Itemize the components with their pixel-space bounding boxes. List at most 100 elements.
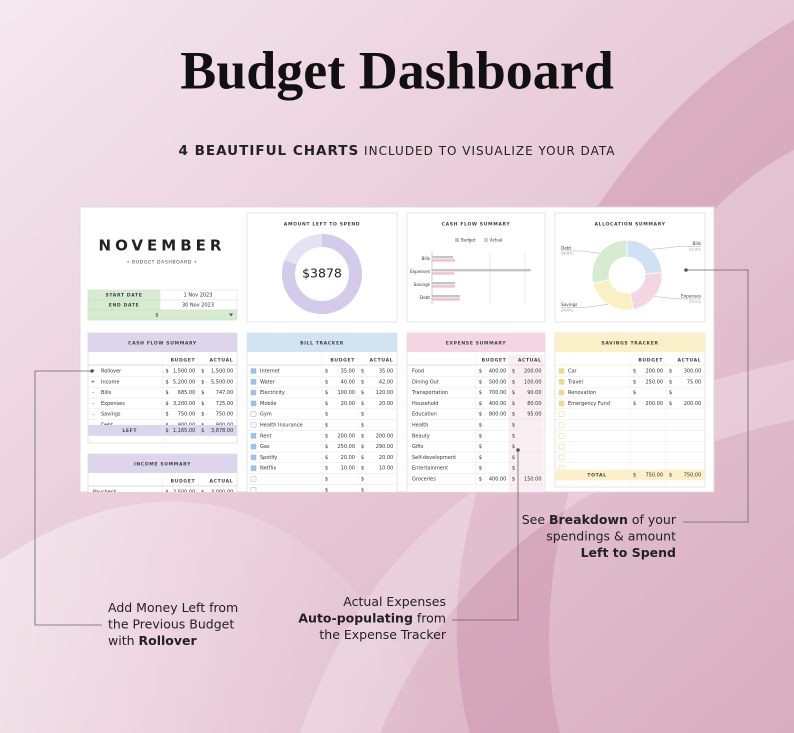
currency: $ (325, 487, 328, 493)
actual-value: 150.00 (524, 477, 542, 483)
row-label: Water (260, 379, 276, 385)
pie-slice (591, 239, 628, 284)
currency: $ (479, 433, 482, 439)
budget-value: 100.00 (338, 390, 356, 396)
actual-value: 75.00 (687, 379, 701, 385)
checkbox[interactable] (250, 411, 257, 418)
currency: $ (669, 379, 672, 385)
row-label: Beauty (412, 433, 430, 439)
actual-value: 20.00 (379, 401, 393, 407)
column-header: ACTUAL (518, 358, 542, 364)
category-label: Bills (421, 256, 430, 261)
bar (432, 298, 460, 301)
currency: $ (325, 455, 328, 461)
leader-line (561, 250, 600, 254)
bar (432, 282, 456, 285)
actual-value: 90.00 (527, 390, 541, 396)
budget-value: 20.00 (341, 455, 355, 461)
checkbox[interactable] (558, 422, 565, 428)
checkbox[interactable] (558, 443, 565, 450)
checkbox[interactable] (558, 400, 565, 407)
total-actual: 750.00 (684, 473, 702, 479)
table-title-bar (555, 333, 705, 352)
row-label: Entertainment (412, 466, 448, 472)
annotation-text: Breakdown (549, 512, 628, 527)
checkbox[interactable] (250, 389, 257, 396)
legend-label: Budget (461, 237, 476, 242)
row-label: Car (568, 369, 578, 375)
annotation-line: Add Money Left from (108, 600, 238, 615)
table-title-bar (88, 454, 237, 473)
currency: $ (479, 401, 482, 407)
total-actual: 3,878.00 (211, 428, 233, 434)
currency: $ (361, 466, 364, 472)
checkbox[interactable] (558, 378, 565, 385)
actual-value: 35.00 (379, 369, 393, 375)
checkbox[interactable] (250, 476, 257, 482)
card-title: AMOUNT LEFT TO SPEND (284, 222, 360, 228)
checkbox[interactable] (250, 400, 257, 407)
currency: $ (633, 379, 636, 385)
leader-line (561, 304, 608, 308)
currency: $ (361, 379, 364, 385)
currency: $ (633, 401, 636, 407)
bar (432, 285, 456, 288)
row-label: Travel (567, 379, 583, 385)
row-label: Rollover (101, 369, 122, 375)
annotation-text: with (108, 633, 139, 648)
row-label: Groceries (412, 477, 436, 483)
currency: $ (512, 401, 515, 407)
connector-dots (90, 268, 688, 452)
checkbox[interactable] (250, 432, 257, 439)
currency: $ (479, 466, 482, 472)
currency: $ (201, 379, 204, 385)
currency: $ (201, 401, 204, 407)
leader-line (650, 246, 701, 250)
currency: $ (201, 412, 204, 418)
page-title: Budget Dashboard (180, 40, 614, 100)
currency: $ (633, 369, 636, 375)
currency-value: $ (155, 313, 158, 319)
slice-value: 28.8% (561, 251, 573, 256)
currency: $ (361, 477, 364, 483)
currency: $ (512, 433, 515, 439)
table-title: INCOME SUMMARY (134, 462, 191, 468)
checkbox[interactable] (250, 378, 257, 385)
month: NOVEMBER (99, 237, 226, 255)
checkbox[interactable] (250, 443, 257, 450)
row-label: Income (101, 379, 119, 385)
checkbox[interactable] (558, 454, 565, 461)
column-header: ACTUAL (210, 479, 234, 485)
checkbox[interactable] (558, 368, 565, 374)
actual-value: 5,500.00 (211, 379, 233, 385)
actual-value: 120.00 (376, 390, 394, 396)
checkbox[interactable] (558, 389, 565, 396)
checkbox[interactable] (250, 422, 257, 428)
annotation-line: See Breakdown of your (522, 512, 677, 527)
actual-value: 10.00 (379, 466, 393, 472)
table-title: BILL TRACKER (300, 341, 344, 347)
currency: $ (512, 390, 515, 396)
actual-value: 750.00 (216, 412, 234, 418)
budget-value: 1,500.00 (173, 369, 195, 375)
checkbox[interactable] (558, 411, 565, 418)
row-label: Gas (260, 444, 270, 450)
actual-value: 1,500.00 (211, 369, 233, 375)
budget-value: 685.00 (178, 390, 196, 396)
currency-select[interactable] (87, 309, 238, 321)
checkbox[interactable] (250, 368, 257, 374)
checkbox[interactable] (250, 487, 257, 492)
row-label: Health Insurance (260, 423, 303, 429)
bar (432, 256, 454, 259)
checkbox[interactable] (250, 454, 257, 461)
annotation-text: the Expense Tracker (319, 627, 446, 642)
checkbox[interactable] (250, 465, 257, 472)
budget-value: 250.00 (646, 379, 664, 385)
currency: $ (325, 423, 328, 429)
currency: $ (325, 412, 328, 418)
legend-label: Actual (490, 237, 503, 242)
slice-value: 24.0% (561, 308, 573, 313)
checkbox[interactable] (558, 432, 565, 439)
currency: $ (512, 412, 515, 418)
